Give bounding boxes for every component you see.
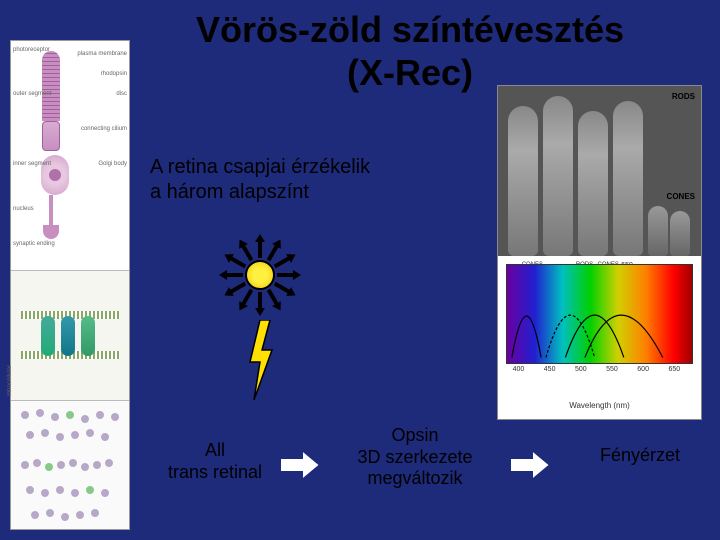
spectrum-xlabel: Wavelength (nm) bbox=[569, 401, 630, 410]
lightning-bolt-icon bbox=[248, 320, 278, 400]
flow-arrow-icon bbox=[510, 450, 550, 480]
subtitle-line2: a három alapszínt bbox=[150, 181, 309, 203]
flow-all-trans-retinal: All trans retinal bbox=[155, 440, 275, 483]
sun-icon bbox=[230, 245, 290, 305]
membrane-protein-diagram: Intracellular bbox=[11, 271, 129, 401]
diagram-label: outer segment bbox=[13, 91, 51, 97]
sem-rods-label: RODS bbox=[672, 92, 695, 101]
diagram-label: synaptic ending bbox=[13, 241, 55, 247]
spectrum-axis: 400450500550600650 Wavelength (nm) bbox=[506, 364, 693, 414]
diagram-label: rhodopsin bbox=[101, 71, 127, 77]
response-curves bbox=[507, 265, 692, 362]
diagram-label: connecting cilium bbox=[81, 126, 127, 132]
subtitle-line1: A retina csapjai érzékelik bbox=[150, 156, 370, 178]
retina-spectrum-panel: RODS CONES CONES419RODS496CONES531559 40… bbox=[497, 85, 702, 420]
diagram-label: plasma membrane bbox=[77, 51, 127, 57]
title-line1: Vörös-zöld színtévesztés bbox=[196, 9, 624, 50]
diagram-label: inner segment bbox=[13, 161, 51, 167]
flow-opsin-3d: Opsin 3D szerkezete megváltozik bbox=[335, 425, 495, 490]
flow-arrow-icon bbox=[280, 450, 320, 480]
diagram-label: Golgi body bbox=[98, 161, 127, 167]
photoreceptor-cell-diagram: photoreceptor outer segment inner segmen… bbox=[11, 41, 129, 271]
diagram-label: photoreceptor bbox=[13, 47, 50, 53]
diagram-label: Intracellular bbox=[7, 365, 13, 396]
retinal-molecule-diagram bbox=[11, 401, 129, 529]
photoreceptor-diagram: photoreceptor outer segment inner segmen… bbox=[10, 40, 130, 530]
diagram-label: disc bbox=[116, 91, 127, 97]
slide-title: Vörös-zöld színtévesztés (X-Rec) bbox=[120, 8, 700, 94]
title-line2: (X-Rec) bbox=[347, 52, 473, 93]
flow-fenyerzet: Fényérzet bbox=[575, 445, 705, 467]
spectrum-chart bbox=[506, 264, 693, 364]
slide-subtitle: A retina csapjai érzékelik a három alaps… bbox=[150, 155, 370, 205]
sem-image: RODS CONES bbox=[498, 86, 701, 256]
sem-cones-label: CONES bbox=[667, 192, 695, 201]
diagram-label: nucleus bbox=[13, 206, 34, 212]
